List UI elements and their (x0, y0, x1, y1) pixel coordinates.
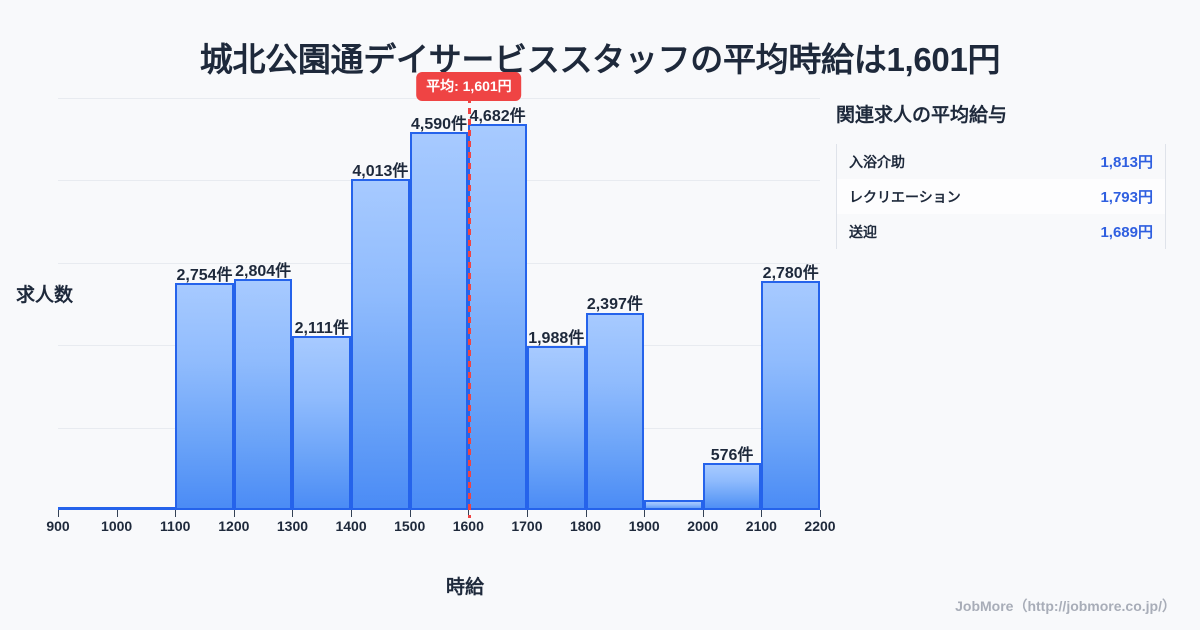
bar-value-label: 4,013件 (352, 163, 409, 181)
related-salary-label: 送迎 (849, 223, 877, 240)
related-salary-row[interactable]: レクリエーション 1,793円 (837, 179, 1165, 214)
bar-value-label: 2,754件 (176, 267, 233, 285)
related-salary-label: レクリエーション (849, 188, 961, 205)
x-axis-tick-label: 1400 (335, 518, 367, 534)
histogram-bar[interactable] (468, 124, 527, 510)
histogram-bar[interactable] (233, 278, 293, 510)
x-axis-title: 時給 (445, 577, 484, 598)
footer-attribution: JobMore（http://jobmore.co.jp/） (955, 598, 1176, 614)
related-salary-table: 入浴介助 1,813円レクリエーション 1,793円送迎 1,689円 (836, 144, 1166, 249)
x-axis-tick-label: 1000 (101, 518, 133, 534)
x-axis-tick (820, 510, 821, 517)
axis-baseline (58, 508, 820, 510)
x-axis-tick (233, 510, 235, 517)
x-axis-tick (761, 510, 763, 517)
bar-value-label: 2,397件 (586, 296, 643, 314)
x-axis-tick (409, 510, 411, 517)
page-title: 城北公園通デイサービススタッフの平均時給は1,601円 (199, 41, 1001, 78)
bar-value-label: 2,111件 (294, 320, 349, 338)
bar-value-label: 576件 (710, 446, 754, 464)
related-salary-label: 入浴介助 (849, 153, 905, 170)
x-axis-tick-label: 900 (46, 518, 70, 534)
x-axis-tick-label: 2000 (687, 518, 719, 534)
histogram-bar[interactable] (175, 283, 234, 510)
average-line (467, 86, 471, 518)
related-salary-value: 1,813円 (1100, 154, 1153, 171)
x-axis-tick-label: 1800 (569, 518, 602, 534)
x-axis-tick-label: 1900 (628, 518, 660, 534)
x-axis-tick (175, 510, 177, 517)
y-axis-title: 求人数 (16, 285, 74, 306)
x-axis-tick-label: 1100 (160, 518, 191, 534)
bar-value-label: 1,988件 (528, 330, 585, 348)
histogram-bar[interactable] (409, 131, 469, 510)
x-axis-tick (585, 510, 587, 517)
histogram-bar[interactable] (585, 312, 645, 510)
x-axis-tick-label: 1200 (218, 518, 250, 534)
x-axis-tick (702, 510, 704, 517)
x-axis-tick (116, 510, 118, 517)
x-axis-tick (292, 510, 294, 517)
histogram-bar[interactable] (761, 280, 820, 510)
x-axis-tick-label: 1600 (452, 518, 484, 534)
related-salary-title: 関連求人の平均給与 (836, 105, 1008, 126)
bar-value-label: 4,682件 (469, 108, 526, 126)
histogram-bar[interactable] (351, 179, 410, 510)
x-axis-tick-label: 2100 (745, 518, 777, 534)
related-salary-value: 1,793円 (1100, 189, 1153, 206)
x-axis-tick (526, 510, 528, 517)
related-salary-row[interactable]: 送迎 1,689円 (837, 214, 1165, 249)
x-axis-tick-label: 1300 (276, 518, 309, 534)
bar-value-label: 2,780件 (762, 264, 819, 282)
x-axis-tick-label: 1500 (394, 518, 426, 534)
x-axis-tick (351, 510, 353, 517)
bar-value-label: 4,590件 (410, 115, 468, 133)
x-axis-tick (58, 510, 59, 517)
histogram-bar[interactable] (702, 462, 762, 510)
bar-value-label: 2,804件 (235, 262, 292, 280)
histogram-bar[interactable] (644, 500, 703, 510)
related-salary-row[interactable]: 入浴介助 1,813円 (837, 144, 1165, 179)
histogram-bar[interactable] (526, 346, 586, 510)
histogram-bar[interactable] (292, 336, 352, 510)
x-axis-tick-label: 1700 (511, 518, 543, 534)
related-salary-panel: 関連求人の平均給与 入浴介助 1,813円レクリエーション 1,793円送迎 1,68… (836, 100, 1166, 249)
chart-plot-area: 2,754件 2,804件 2,111件 4,013件 4,590件 4,682件 1,98… (46, 72, 836, 534)
x-axis-tick (644, 510, 646, 517)
average-badge: 平均: 1,601円 (416, 72, 522, 101)
x-axis-tick-label: 2200 (804, 518, 836, 534)
related-salary-value: 1,689円 (1100, 224, 1153, 241)
